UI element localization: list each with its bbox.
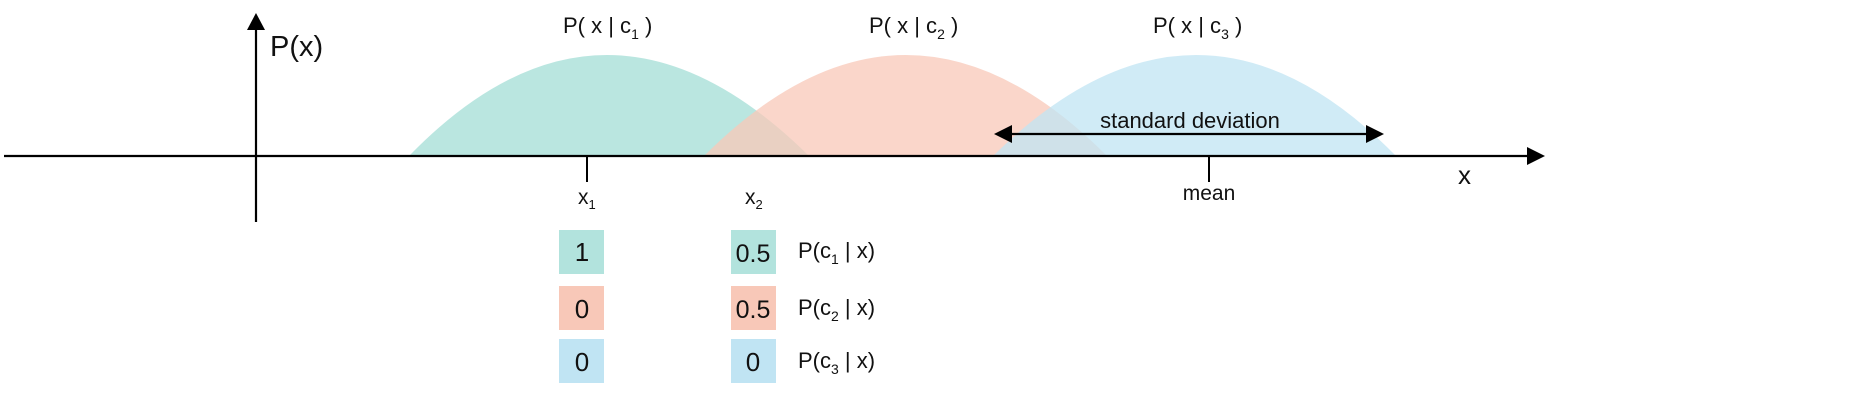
x1-posterior-box-c1 — [559, 230, 604, 274]
x1-label: x1 — [578, 186, 596, 212]
x-axis-label: x — [1458, 160, 1471, 190]
x-axis-arrowhead — [1527, 147, 1545, 165]
row-label-c2: P(c2 | x) — [798, 295, 875, 324]
curve-c1 — [410, 55, 808, 155]
x2-posterior-c1: 0.5 — [736, 240, 771, 268]
x2-posterior-box-c2 — [731, 286, 776, 330]
x2-posterior-c2: 0.5 — [736, 296, 771, 324]
y-axis-label: P(x) — [270, 31, 323, 63]
x1-posterior-box-c3 — [559, 339, 604, 383]
curve-label-c3: P( x | c3 ) — [1153, 13, 1242, 42]
x1-posterior-c3: 0 — [575, 347, 589, 377]
y-axis-arrowhead — [247, 13, 265, 30]
x2-label: x2 — [745, 186, 763, 212]
mean-label: mean — [1183, 182, 1236, 205]
curve-c3 — [994, 55, 1395, 155]
curve-label-c2: P( x | c2 ) — [869, 13, 958, 42]
x1-posterior-box-c2 — [559, 286, 604, 330]
row-label-c3: P(c3 | x) — [798, 348, 875, 377]
x1-posterior-c2: 0 — [575, 294, 589, 324]
row-label-c1: P(c1 | x) — [798, 238, 875, 267]
std-arrowhead-right — [1366, 125, 1384, 143]
std-arrowhead-left — [994, 125, 1012, 143]
x2-posterior-box-c1 — [731, 230, 776, 274]
curve-label-c1: P( x | c1 ) — [563, 13, 652, 42]
x1-posterior-c1: 1 — [575, 237, 589, 267]
x2-posterior-box-c3 — [731, 339, 776, 383]
x2-posterior-c3: 0 — [746, 347, 760, 377]
std-deviation-label: standard deviation — [1100, 108, 1280, 133]
